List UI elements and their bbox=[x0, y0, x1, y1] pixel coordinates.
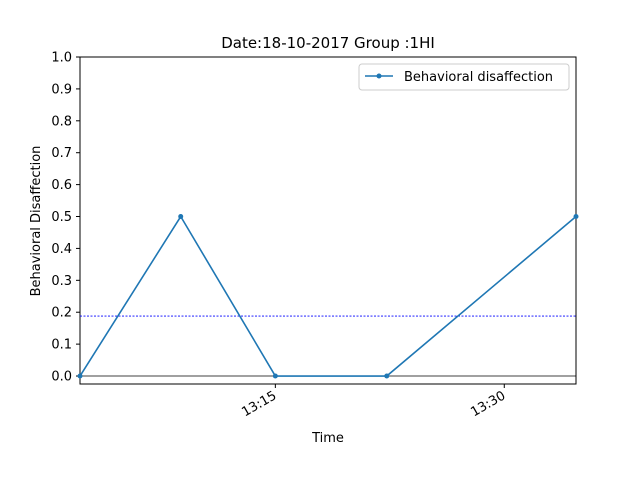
series-line bbox=[79, 214, 577, 377]
chart-title: Date:18-10-2017 Group :1HI bbox=[221, 34, 435, 52]
y-tick-label: 0.7 bbox=[51, 146, 72, 161]
y-tick-label: 0.4 bbox=[51, 242, 72, 257]
y-tick-label: 0.1 bbox=[51, 338, 72, 353]
y-axis-label: Behavioral Disaffection bbox=[29, 146, 44, 297]
legend: Behavioral disaffection bbox=[358, 63, 570, 91]
data-point bbox=[573, 214, 579, 220]
y-tick-label: 0.3 bbox=[51, 274, 72, 289]
data-point bbox=[77, 373, 83, 379]
y-tick-label: 0.9 bbox=[51, 82, 72, 97]
plot-frame bbox=[79, 56, 577, 385]
data-point bbox=[384, 373, 390, 379]
y-tick-label: 0.6 bbox=[51, 178, 72, 193]
data-point bbox=[272, 373, 278, 379]
y-tick-label: 1.0 bbox=[51, 51, 72, 66]
legend-label: Behavioral disaffection bbox=[404, 70, 553, 85]
plot-area: 0.0 0.1 0.2 0.3 0.4 0.5 0.6 0.7 0.8 0.9 1.0 13:15 13… bbox=[51, 51, 579, 420]
x-tick-label: 13:30 bbox=[468, 388, 508, 420]
legend-marker-icon bbox=[376, 73, 382, 79]
x-axis-label: Time bbox=[311, 431, 344, 446]
x-tick-label: 13:15 bbox=[239, 388, 279, 420]
y-tick-label: 0.8 bbox=[51, 114, 72, 129]
y-tick-label: 0.0 bbox=[51, 370, 72, 385]
y-tick-label: 0.2 bbox=[51, 306, 72, 321]
y-tick-label: 0.5 bbox=[51, 210, 72, 225]
legend-box bbox=[358, 63, 570, 91]
data-point bbox=[178, 214, 184, 220]
